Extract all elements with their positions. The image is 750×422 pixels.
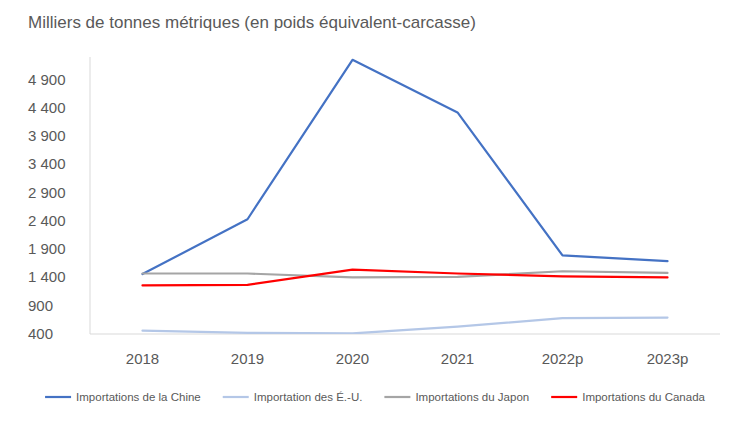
series-line (143, 60, 668, 274)
x-axis-line (90, 334, 720, 335)
legend-item: Importation des É.-U. (223, 391, 363, 403)
x-tick-label: 2020 (336, 350, 369, 367)
legend-item: Importations de la Chine (45, 391, 201, 403)
y-tick-label: 4 400 (28, 99, 66, 116)
legend-swatch (384, 396, 410, 398)
x-tick-label: 2021 (441, 350, 474, 367)
y-tick-label: 1 900 (28, 240, 66, 257)
series-line (143, 318, 668, 334)
legend-item: Importations du Canada (551, 391, 705, 403)
y-axis-line (90, 57, 91, 334)
plot-area (143, 60, 668, 334)
legend-label: Importation des É.-U. (254, 391, 363, 403)
y-tick-label: 1 400 (28, 268, 66, 285)
series-line (143, 270, 668, 286)
y-tick-label: 400 (28, 325, 53, 342)
y-tick-label: 3 400 (28, 155, 66, 172)
y-tick-label: 4 900 (28, 71, 66, 88)
legend: Importations de la Chine Importation des … (45, 391, 705, 403)
x-tick-label: 2022p (542, 350, 584, 367)
x-tick-label: 2023p (647, 350, 689, 367)
x-tick-label: 2019 (231, 350, 264, 367)
y-tick-label: 3 900 (28, 127, 66, 144)
legend-swatch (223, 396, 249, 398)
y-tick-label: 900 (28, 297, 53, 314)
x-tick-label: 2018 (126, 350, 159, 367)
legend-item: Importations du Japon (384, 391, 529, 403)
chart: Milliers de tonnes métriques (en poids é… (0, 0, 750, 422)
legend-swatch (551, 396, 577, 398)
y-tick-label: 2 900 (28, 184, 66, 201)
legend-label: Importations du Canada (582, 391, 705, 403)
legend-swatch (45, 396, 71, 398)
title: Milliers de tonnes métriques (en poids é… (28, 13, 476, 32)
legend-label: Importations de la Chine (76, 391, 201, 403)
legend-label: Importations du Japon (415, 391, 529, 403)
y-tick-label: 2 400 (28, 212, 66, 229)
